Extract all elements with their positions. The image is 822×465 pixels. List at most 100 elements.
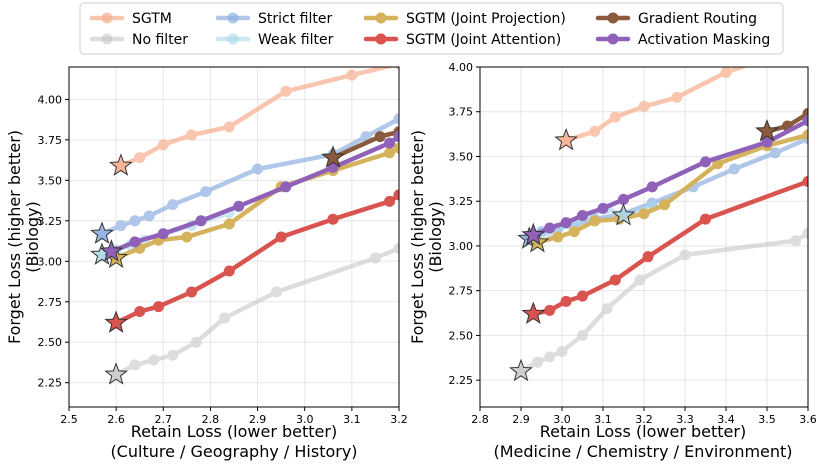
left-point-sgtm-joint-attention — [153, 301, 165, 313]
left-point-activation-masking — [157, 228, 169, 240]
left-x-tick-label: 3.0 — [296, 413, 314, 426]
legend-label: Weak filter — [258, 32, 334, 48]
left-x-tick-label: 2.6 — [107, 413, 125, 426]
left-plot-frame — [68, 66, 400, 408]
right-star-activation-masking — [521, 222, 546, 246]
left-point-no-filter — [129, 359, 141, 371]
right-point-no-filter — [790, 235, 802, 247]
left-x-axis-sublabel: (Culture / Geography / History) — [110, 442, 357, 461]
legend-label: Strict filter — [258, 11, 332, 27]
left-line-activation-masking — [109, 134, 399, 254]
legend-item-no-filter: No filter — [89, 32, 188, 48]
left-point-sgtm-joint-attention — [223, 265, 235, 277]
left-point-sgtm — [157, 139, 169, 151]
legend-item-weak-filter: Weak filter — [215, 32, 334, 48]
legend-item-sgtm-joint-attention: SGTM (Joint Attention) — [363, 32, 561, 48]
right-chart-panel: 2.8 2.9 3.0 3.1 3.2 3.3 3.4 3.5 3.6 2.25 2.50 2.75 3… — [408, 61, 817, 461]
right-y-axis-sublabel: (Biology) — [426, 201, 445, 273]
legend-item-sgtm: SGTM — [89, 11, 172, 27]
left-point-sgtm-joint-projection — [393, 142, 399, 154]
right-y-axis-label: Forget Loss (higher better) — [408, 130, 427, 344]
left-point-strict-filter — [143, 210, 155, 222]
left-point-sgtm-joint-attention — [186, 286, 198, 298]
left-star-no-filter — [104, 362, 128, 385]
right-point-sgtm — [589, 125, 601, 137]
left-star-sgtm — [109, 153, 133, 176]
right-point-no-filter — [634, 274, 646, 286]
legend-swatch-marker — [375, 33, 387, 45]
left-point-sgtm — [394, 67, 399, 70]
right-point-sgtm-joint-projection — [638, 208, 650, 220]
right-x-tick-label: 3.3 — [676, 413, 694, 426]
legend-swatch-marker — [101, 33, 113, 45]
left-point-sgtm-joint-attention — [327, 213, 339, 225]
left-chart-panel: 2.5 2.6 2.7 2.8 2.9 3.0 3.1 3.2 2.25 2.50 2.75 3.00… — [5, 66, 408, 461]
left-point-strict-filter — [200, 186, 212, 198]
right-x-tick-label: 3.5 — [758, 413, 776, 426]
left-x-tick-label: 2.8 — [202, 413, 220, 426]
right-point-no-filter — [802, 227, 808, 239]
legend-swatch-marker — [607, 12, 619, 24]
legend-swatch-marker — [607, 33, 619, 45]
left-point-sgtm-joint-attention — [393, 189, 399, 201]
left-point-strict-filter — [129, 215, 141, 227]
left-series-strict-filter — [96, 113, 399, 240]
left-point-sgtm — [223, 121, 235, 133]
left-y-tick-label: 3.00 — [38, 255, 63, 268]
right-star-no-filter — [509, 358, 533, 382]
right-x-tick-label: 3.4 — [717, 413, 735, 426]
right-star-gradient-routing — [755, 118, 779, 142]
right-line-no-filter — [518, 231, 808, 374]
legend-item-gradient-routing: Gradient Routing — [595, 11, 757, 27]
left-x-tick-label: 2.7 — [155, 413, 173, 426]
left-point-activation-masking — [384, 137, 396, 149]
right-point-activation-masking — [700, 156, 711, 168]
right-point-no-filter — [556, 346, 568, 358]
right-point-no-filter — [679, 249, 691, 261]
left-point-no-filter — [219, 312, 231, 324]
left-point-activation-masking — [195, 215, 207, 227]
right-x-tick-label: 2.9 — [512, 413, 530, 426]
right-x-tick-label: 3.0 — [553, 413, 571, 426]
right-point-sgtm — [720, 67, 732, 78]
left-point-sgtm — [134, 152, 146, 164]
left-point-activation-masking — [280, 181, 292, 193]
right-point-sgtm-joint-attention — [642, 251, 654, 263]
right-star-weak-filter — [611, 203, 636, 226]
left-point-sgtm — [280, 85, 292, 97]
right-y-tick-label: 2.75 — [449, 285, 474, 298]
right-point-no-filter — [577, 329, 588, 341]
left-y-tick-label: 3.50 — [38, 174, 63, 187]
left-point-no-filter — [148, 354, 160, 366]
right-point-strict-filter — [728, 163, 740, 175]
legend-label: Activation Masking — [638, 32, 770, 48]
right-series-sgtm-joint-projection — [531, 129, 808, 248]
right-y-tick-label: 2.25 — [449, 374, 474, 387]
right-y-tick-label: 3.25 — [449, 195, 474, 208]
legend-swatch-marker — [227, 12, 239, 24]
right-point-activation-masking — [597, 202, 609, 214]
right-line-sgtm-joint-projection — [535, 132, 808, 245]
left-point-sgtm — [186, 129, 198, 141]
right-x-tick-label: 3.2 — [635, 413, 653, 426]
left-point-activation-masking — [393, 131, 399, 143]
left-point-activation-masking — [233, 200, 245, 212]
left-y-tick-label: 4.00 — [38, 93, 63, 106]
right-y-tick-label: 3.50 — [449, 150, 474, 163]
left-point-sgtm-joint-projection — [223, 218, 235, 230]
left-line-strict-filter — [99, 116, 399, 237]
right-point-sgtm-joint-attention — [577, 290, 588, 302]
right-point-activation-masking — [544, 222, 556, 234]
right-point-sgtm-joint-attention — [700, 213, 711, 225]
right-star-sgtm — [554, 127, 578, 151]
left-y-tick-label: 2.25 — [38, 377, 63, 390]
legend-swatch-marker — [227, 33, 239, 45]
left-point-no-filter — [393, 242, 399, 254]
right-x-axis-label: Retain Loss (lower better) — [540, 422, 746, 441]
right-x-tick-label: 3.6 — [799, 413, 817, 426]
left-star-strict-filter — [90, 221, 114, 244]
left-star-gradient-routing — [321, 145, 345, 168]
left-x-tick-label: 3.1 — [343, 413, 361, 426]
right-point-sgtm — [609, 111, 621, 123]
